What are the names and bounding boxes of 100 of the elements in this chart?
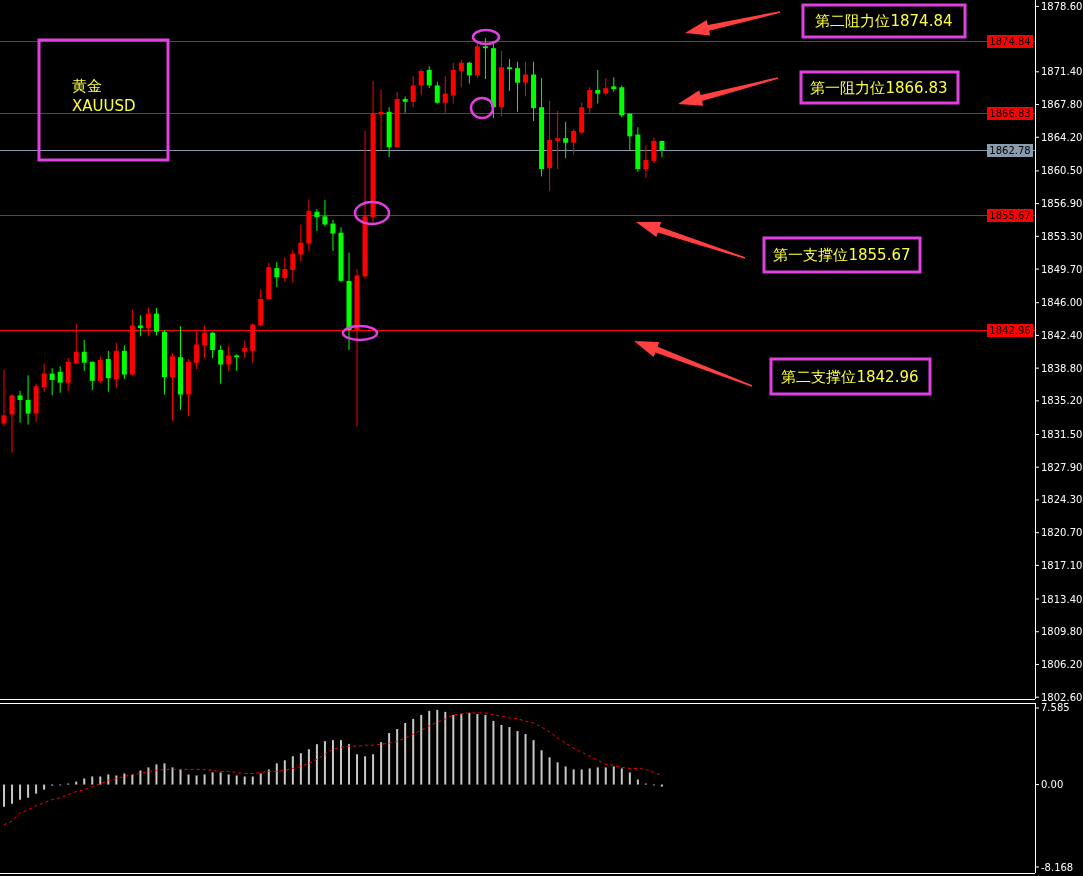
bar: [187, 774, 190, 785]
y-tick-label: 1846.00: [1041, 297, 1083, 309]
line-series: [3, 712, 663, 826]
candlestick: [571, 128, 577, 156]
bar: [19, 784, 22, 800]
bar: [339, 740, 342, 785]
candlestick: [105, 350, 111, 393]
bar: [524, 734, 527, 785]
candlestick: [234, 354, 240, 372]
bar: [476, 713, 479, 785]
candlestick: [482, 37, 488, 80]
y-tick-label: 1806.20: [1041, 658, 1083, 670]
candlestick: [210, 331, 216, 359]
bar: [179, 769, 182, 785]
bar: [660, 784, 663, 787]
y-tick-label: -8.168: [1041, 861, 1074, 873]
bar: [195, 775, 198, 785]
bar: [580, 769, 583, 785]
bar: [404, 722, 407, 785]
y-tick-label: 7.585: [1041, 702, 1070, 714]
candlestick: [121, 344, 127, 380]
bar: [323, 741, 326, 785]
candlestick: [274, 261, 280, 288]
ref-line-label: 1874.84: [989, 36, 1031, 47]
candlestick: [330, 219, 336, 252]
ref-line-label: 1842.96: [989, 325, 1031, 336]
bar: [348, 744, 351, 785]
candlestick: [282, 256, 288, 283]
candlestick: [506, 58, 512, 92]
y-tick-label: 1813.40: [1041, 593, 1083, 605]
bar: [147, 767, 150, 785]
bar: [267, 769, 270, 785]
candlestick: [137, 314, 143, 337]
bar: [532, 740, 535, 785]
y-tick-label: 1878.60: [1041, 0, 1083, 12]
candlestick: [17, 390, 23, 424]
bar: [628, 772, 631, 785]
y-tick-label: 1864.20: [1041, 131, 1083, 143]
candlestick: [563, 121, 569, 159]
y-tick-label: 1824.30: [1041, 494, 1083, 506]
bar: [428, 710, 431, 785]
bar: [588, 768, 591, 785]
bar: [564, 766, 567, 785]
candlestick: [523, 61, 529, 97]
candlestick: [458, 59, 464, 88]
bar: [283, 760, 286, 785]
bar: [315, 744, 318, 785]
bar: [11, 784, 14, 804]
bar: [372, 754, 375, 785]
bar: [556, 762, 559, 785]
candlestick: [49, 367, 55, 396]
bar: [500, 725, 503, 785]
annotation: 第一支撑位1855.67: [773, 246, 911, 264]
candlestick: [418, 68, 424, 96]
y-tick-label: 1860.50: [1041, 165, 1083, 177]
y-tick-label: 1867.80: [1041, 99, 1083, 111]
bar: [468, 712, 471, 785]
candlestick: [41, 363, 47, 393]
bar: [612, 766, 615, 785]
candlestick: [97, 355, 103, 385]
bar: [364, 756, 367, 785]
bar: [203, 774, 206, 785]
y-tick-label: 1827.90: [1041, 461, 1083, 473]
candlestick: [410, 75, 416, 108]
bar: [235, 775, 238, 785]
bar: [356, 754, 359, 785]
bar: [452, 714, 455, 785]
bar: [171, 767, 174, 785]
annotation: 第二支撑位1842.96: [781, 367, 919, 386]
bar: [572, 769, 575, 785]
candlestick: [1, 369, 7, 427]
bar: [35, 784, 38, 794]
bar: [27, 784, 30, 798]
y-tick-label: 1835.20: [1041, 395, 1083, 407]
bar: [331, 740, 334, 785]
bar: [211, 772, 214, 785]
candlestick: [153, 307, 159, 336]
bar: [83, 778, 86, 785]
bar: [99, 776, 102, 785]
bar: [548, 757, 551, 785]
y-tick-label: 0.00: [1041, 779, 1064, 791]
bar: [91, 776, 94, 785]
candlestick: [298, 224, 304, 263]
bar: [155, 764, 158, 785]
candlestick: [314, 208, 320, 232]
candlestick: [81, 339, 87, 372]
candlestick: [466, 61, 472, 85]
bar: [139, 770, 142, 785]
ref-line-label: 1866.83: [989, 108, 1031, 119]
bar: [131, 774, 134, 785]
candlestick: [218, 344, 224, 385]
y-tick-label: 1856.90: [1041, 198, 1083, 210]
bar: [3, 784, 6, 807]
candlestick: [226, 345, 232, 372]
bar: [299, 753, 302, 785]
y-tick-label: 1820.70: [1041, 527, 1083, 539]
candlestick: [627, 113, 633, 151]
candlestick: [9, 393, 15, 454]
annotation: XAUUSD: [72, 97, 136, 115]
candlestick: [651, 136, 657, 164]
